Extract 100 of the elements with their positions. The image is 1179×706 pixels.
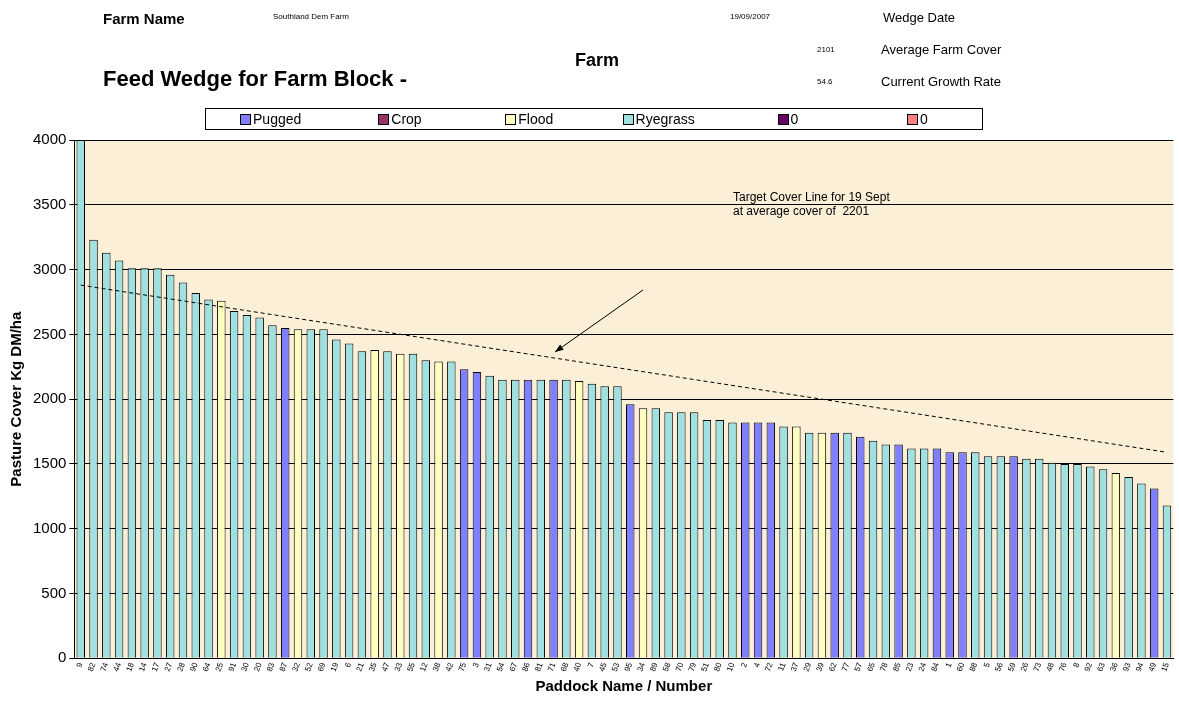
x-tick-label: 65 <box>865 660 878 673</box>
x-tick-label: 56 <box>993 660 1005 673</box>
y-tick-label: 1000 <box>32 518 67 536</box>
x-tick-label: 93 <box>1121 660 1133 673</box>
x-tick-label: 60 <box>954 660 967 673</box>
x-tick-label: 64 <box>200 660 213 673</box>
x-tick-label: 68 <box>558 660 571 673</box>
y-tick-label: 2500 <box>32 324 67 342</box>
x-tick-label: 81 <box>533 660 545 673</box>
x-tick-label: 62 <box>827 660 839 673</box>
legend-label: 0 <box>919 111 928 127</box>
x-tick-label: 89 <box>648 660 660 673</box>
x-tick-label: 58 <box>661 660 673 673</box>
x-tick-label: 79 <box>686 660 699 673</box>
x-tick-label: 44 <box>111 660 124 673</box>
text: 2101 <box>817 45 835 54</box>
x-tick-label: 47 <box>379 660 392 673</box>
x-tick-label: 3 <box>470 660 482 669</box>
x-tick-label: 25 <box>213 660 226 673</box>
x-tick-label: 29 <box>801 660 814 673</box>
x-tick-label: 91 <box>226 660 239 673</box>
text: Farm Name <box>103 10 185 27</box>
x-tick-label: 37 <box>788 660 801 673</box>
y-tick-label: 2000 <box>32 389 67 407</box>
legend-label: 0 <box>790 111 799 127</box>
x-tick-label: 59 <box>1006 660 1018 673</box>
x-tick-label: 26 <box>1018 660 1031 673</box>
legend-label: Ryegrass <box>635 111 695 127</box>
y-tick-label: 0 <box>58 648 67 666</box>
x-tick-label: 55 <box>405 660 418 673</box>
x-tick-label: 76 <box>1057 660 1069 673</box>
x-tick-label: 15 <box>1159 660 1172 673</box>
x-tick-label: 67 <box>507 660 520 673</box>
x-tick-label: 11 <box>776 660 788 673</box>
annotation: Target Cover Line for 19 Sept at average cover of 2201 <box>733 190 891 219</box>
x-tick-label: 28 <box>175 660 188 673</box>
y-tick-label: 3500 <box>32 194 67 212</box>
x-tick-label: 36 <box>1108 660 1120 673</box>
x-tick-label: 78 <box>878 660 890 673</box>
x-tick-label: 94 <box>1133 660 1146 673</box>
text: Current Growth Rate <box>881 74 1001 89</box>
x-tick-label: 52 <box>303 660 315 673</box>
x-tick-label: 34 <box>635 660 648 673</box>
text: Average Farm Cover <box>881 42 1002 57</box>
x-tick-label: 42 <box>443 660 456 673</box>
x-tick-label: 85 <box>891 660 903 673</box>
x-tick-label: 51 <box>699 660 712 673</box>
text: Wedge Date <box>883 10 956 25</box>
legend-label: Pugged <box>253 111 302 127</box>
text: 19/09/2007 <box>730 12 771 21</box>
x-tick-label: 17 <box>149 660 162 673</box>
x-tick-label: 54 <box>494 660 507 673</box>
x-tick-label: 48 <box>1044 660 1057 673</box>
legend-label: Crop <box>391 111 422 127</box>
text: Farm <box>575 50 620 71</box>
x-tick-label: 2 <box>739 660 750 669</box>
y-tick-label: 1500 <box>32 454 67 472</box>
x-tick-label: 6 <box>343 660 354 669</box>
legend-label: Flood <box>518 111 554 127</box>
x-tick-label: 74 <box>98 660 111 673</box>
x-tick-label: 53 <box>609 660 622 673</box>
x-tick-label: 72 <box>763 660 775 673</box>
x-tick-label: 69 <box>316 660 328 673</box>
x-tick-label: 18 <box>124 660 137 673</box>
y-tick-label: 500 <box>41 583 67 601</box>
x-tick-label: 84 <box>929 660 942 673</box>
x-tick-label: 92 <box>1082 660 1095 673</box>
x-tick-label: 5 <box>982 660 993 669</box>
x-tick-label: 57 <box>852 660 865 673</box>
x-tick-label: 27 <box>162 660 175 673</box>
x-tick-label: 88 <box>967 660 980 673</box>
x-tick-label: 21 <box>354 660 367 673</box>
x-tick-label: 82 <box>85 660 98 673</box>
x-tick-label: 86 <box>520 660 533 673</box>
y-tick-label: 4000 <box>32 130 67 148</box>
x-tick-label: 71 <box>546 660 558 673</box>
text: 54.6 <box>817 77 833 86</box>
x-tick-label: 8 <box>1071 660 1082 669</box>
x-tick-label: 20 <box>252 660 264 673</box>
y-axis-title: Pasture Cover Kg DM/ha <box>7 311 25 487</box>
x-tick-label: 33 <box>392 660 405 673</box>
x-tick-label: 73 <box>1031 660 1044 673</box>
x-tick-label: 40 <box>571 660 584 673</box>
x-tick-label: 1 <box>943 660 954 669</box>
x-tick-label: 70 <box>673 660 686 673</box>
x-tick-label: 75 <box>456 660 469 673</box>
x-tick-label: 31 <box>482 660 494 673</box>
x-tick-label: 77 <box>839 660 852 673</box>
x-tick-label: 35 <box>367 660 379 673</box>
x-tick-label: 12 <box>418 660 430 673</box>
x-tick-label: 39 <box>814 660 827 673</box>
x-tick-label: 10 <box>724 660 737 673</box>
x-tick-label: 90 <box>188 660 200 673</box>
x-tick-label: 95 <box>622 660 635 673</box>
x-tick-label: 87 <box>277 660 290 673</box>
x-tick-label: 4 <box>752 660 763 669</box>
text: Southland Dem Farm <box>273 12 350 21</box>
x-tick-label: 23 <box>903 660 916 673</box>
x-tick-label: 63 <box>1095 660 1108 673</box>
y-tick-label: 3000 <box>32 259 67 277</box>
